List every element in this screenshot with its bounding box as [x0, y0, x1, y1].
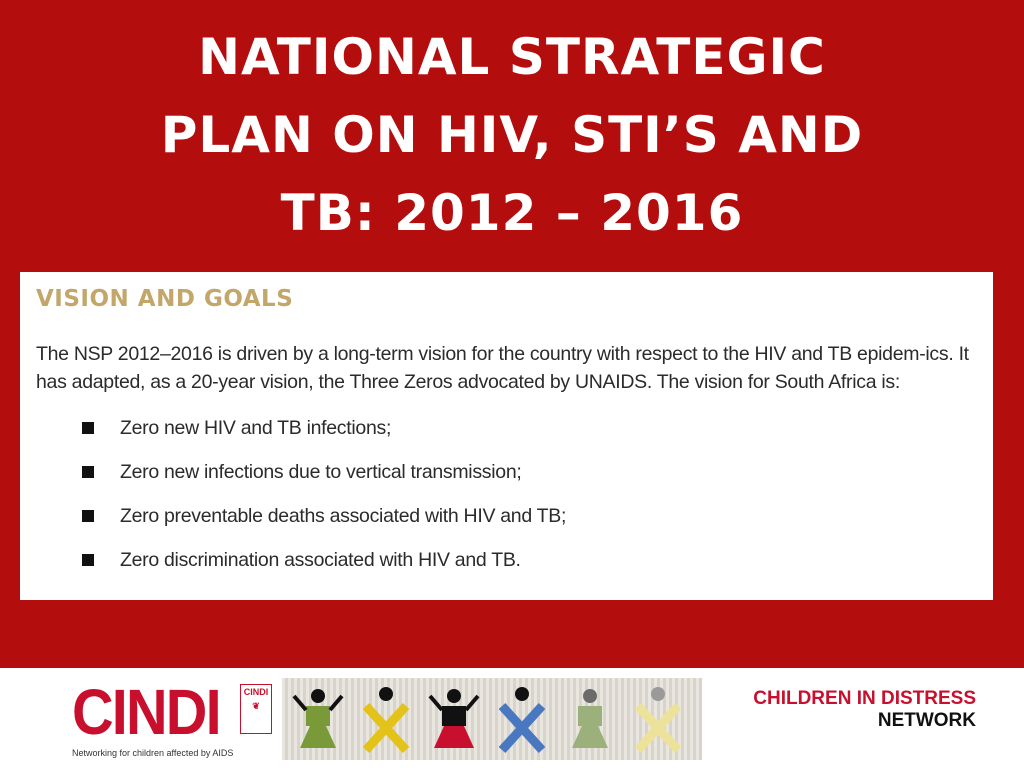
beadwork-figure-icon [362, 687, 410, 754]
cindi-badge: CINDI ❦ [240, 684, 272, 734]
bullet-text: Zero new HIV and TB infections; [120, 417, 392, 439]
cindi-tagline: Networking for children affected by AIDS [72, 748, 234, 758]
document-excerpt: VISION AND GOALS The NSP 2012–2016 is dr… [20, 272, 993, 600]
network-line-1: CHILDREN IN DISTRESS [753, 688, 976, 709]
beadwork-figure-icon [428, 689, 480, 748]
bullet-list: Zero new HIV and TB infections; Zero new… [36, 406, 981, 582]
beadwork-figures-image [282, 678, 702, 760]
bullet-item: Zero new infections due to vertical tran… [36, 450, 981, 494]
bullet-square-icon [82, 554, 94, 566]
beadwork-figure-icon [292, 689, 344, 748]
title-line-2: PLAN ON HIV, STI’S AND [160, 106, 864, 164]
network-line-2: NETWORK [877, 710, 976, 731]
beadwork-figure-icon [572, 689, 608, 748]
bullet-item: Zero discrimination associated with HIV … [36, 538, 981, 582]
beadwork-figure-icon [634, 687, 682, 754]
section-heading: VISION AND GOALS [36, 286, 294, 312]
vision-paragraph: The NSP 2012–2016 is driven by a long-te… [36, 343, 969, 393]
bullet-text: Zero preventable deaths associated with … [120, 505, 567, 527]
cindi-badge-text: CINDI [243, 687, 269, 697]
title-line-3: TB: 2012 – 2016 [280, 184, 744, 242]
bullet-square-icon [82, 422, 94, 434]
bullet-text: Zero new infections due to vertical tran… [120, 461, 522, 483]
title-line-1: NATIONAL STRATEGIC [198, 28, 826, 86]
ribbon-icon: ❦ [252, 701, 260, 711]
beadwork-figure-icon [498, 687, 546, 754]
bullet-square-icon [82, 466, 94, 478]
bullet-item: Zero new HIV and TB infections; [36, 406, 981, 450]
cindi-wordmark: CINDI [72, 676, 222, 748]
slide-title: NATIONAL STRATEGIC PLAN ON HIV, STI’S AN… [40, 18, 984, 252]
bullet-text: Zero discrimination associated with HIV … [120, 549, 521, 571]
bullet-item: Zero preventable deaths associated with … [36, 494, 981, 538]
network-name: CHILDREN IN DISTRESS NETWORK [720, 688, 976, 732]
bullet-square-icon [82, 510, 94, 522]
cindi-logo: CINDI CINDI ❦ Networking for children af… [72, 678, 272, 760]
footer-banner: CINDI CINDI ❦ Networking for children af… [0, 668, 1024, 768]
